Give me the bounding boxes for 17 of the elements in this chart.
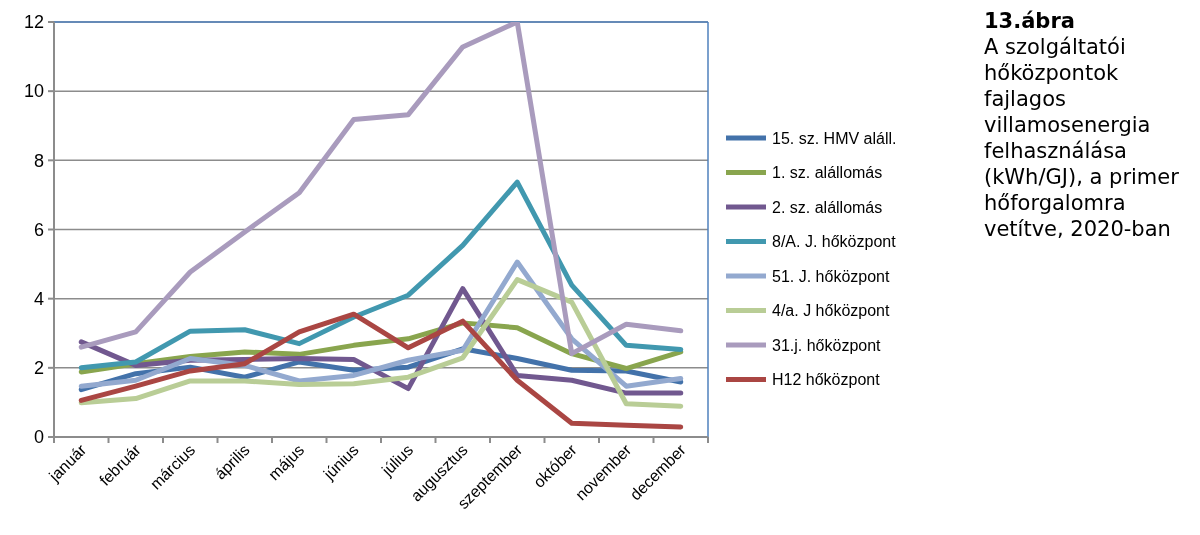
legend-label: H12 hőközpont xyxy=(772,371,881,389)
y-tick-label: 6 xyxy=(33,219,44,240)
text: A szolgáltatói hőközpontok fajlagos villamosenergia felhasználása (kWh/GJ), a primer hőforgalomra vetítve, 2020-ban xyxy=(984,34,1180,242)
legend-label: 4/a. J hőközpont xyxy=(772,302,890,320)
y-tick-label: 4 xyxy=(33,288,44,309)
legend-label: 2. sz. alállomás xyxy=(772,198,883,216)
y-tick-label: 12 xyxy=(23,12,44,33)
legend-label: 15. sz. HMV aláll. xyxy=(772,129,897,147)
legend-label: 1. sz. alállomás xyxy=(772,164,883,182)
y-tick-label: 2 xyxy=(33,358,44,379)
y-tick-label: 8 xyxy=(33,150,44,171)
y-tick-label: 0 xyxy=(33,427,44,448)
legend-label: 51. J. hőközpont xyxy=(772,267,890,285)
legend-label: 8/A. J. hőközpont xyxy=(772,233,897,251)
text: 13.ábra xyxy=(984,8,1076,34)
legend-label: 31.j. hőközpont xyxy=(772,336,882,354)
y-tick-label: 10 xyxy=(23,81,44,102)
